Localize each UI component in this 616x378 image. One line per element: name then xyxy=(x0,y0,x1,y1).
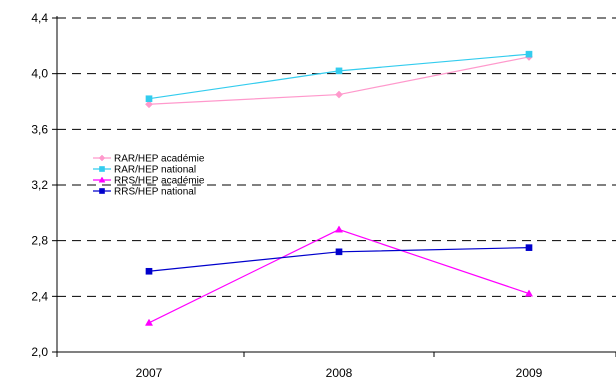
data-point xyxy=(335,67,343,75)
series-rrs-hep-national xyxy=(145,244,533,275)
data-point xyxy=(145,95,153,103)
y-tick-label: 2,4 xyxy=(31,289,48,303)
y-tick-label: 4,0 xyxy=(31,67,48,81)
y-tick-label: 2,0 xyxy=(31,345,48,359)
y-axis-ticks: 2,0 2,4 2,8 3,2 3,6 4,0 4,4 xyxy=(31,11,57,359)
x-tick-label: 2009 xyxy=(516,366,543,378)
y-tick-label: 2,8 xyxy=(31,234,48,248)
data-point xyxy=(525,244,533,251)
series-rrs-hep-academie xyxy=(144,225,534,326)
series-rar-hep-national xyxy=(145,50,533,103)
legend-marker xyxy=(98,176,106,183)
legend-item-rar-hep-academie: RAR/HEP académie xyxy=(93,154,205,165)
data-point xyxy=(335,248,343,256)
x-tick-label: 2008 xyxy=(326,366,353,378)
gridlines xyxy=(57,17,616,297)
legend-label: RRS/HEP académie xyxy=(114,176,205,187)
legend-marker xyxy=(98,154,106,162)
series-group xyxy=(144,50,534,326)
legend-item-rrs-hep-national: RRS/HEP national xyxy=(93,187,196,198)
x-tick-label: 2007 xyxy=(136,366,163,378)
y-tick-label: 4,4 xyxy=(31,11,48,25)
data-point xyxy=(335,90,343,99)
legend-marker xyxy=(99,188,105,194)
y-tick-label: 3,6 xyxy=(31,122,48,136)
legend-marker xyxy=(99,166,105,172)
y-tick-label: 3,2 xyxy=(31,178,48,192)
legend-item-rrs-hep-academie: RRS/HEP académie xyxy=(93,176,205,187)
data-point xyxy=(334,225,344,233)
data-point xyxy=(144,318,154,326)
legend-label: RRS/HEP national xyxy=(114,187,196,198)
series-rar-hep-academie xyxy=(145,53,533,109)
data-point xyxy=(525,50,533,58)
legend-item-rar-hep-national: RAR/HEP national xyxy=(93,165,196,176)
legend-label: RAR/HEP national xyxy=(114,165,196,176)
x-axis-ticks: 2007 2008 2009 xyxy=(56,352,616,378)
data-point xyxy=(145,267,153,275)
legend-label: RAR/HEP académie xyxy=(114,154,205,165)
series-line xyxy=(148,228,530,324)
data-point xyxy=(524,289,534,297)
data-point xyxy=(145,100,153,109)
